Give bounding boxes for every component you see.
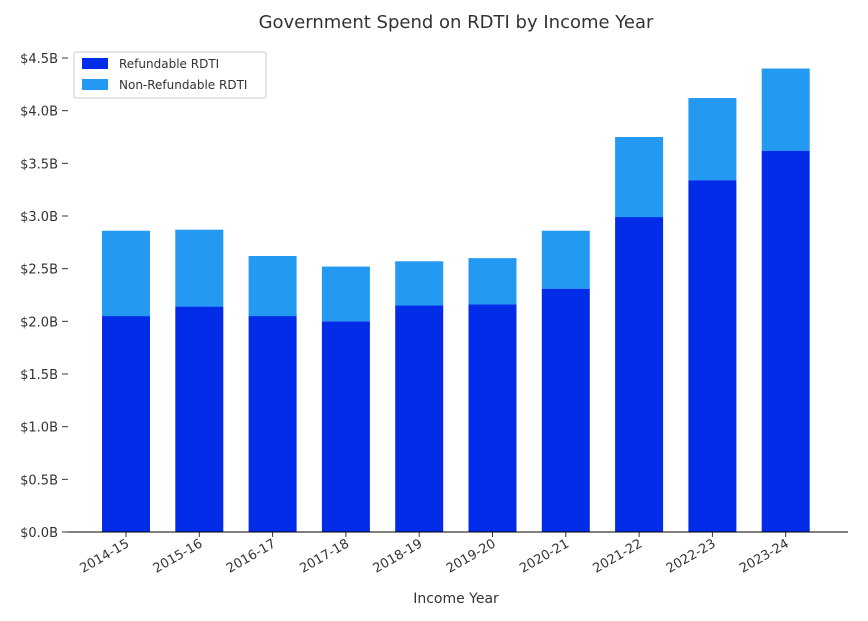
y-axis: $0.0B $0.5B $1.0B $1.5B $2.0B $2.5B $3.0B $3.5B… xyxy=(20,52,68,541)
bar-refundable-rdti-2023-24 xyxy=(761,150,810,532)
legend-label: Non-Refundable RDTI xyxy=(119,78,247,92)
bars xyxy=(102,68,810,533)
y-tick-label: $3.0B xyxy=(20,210,58,225)
bar-non-refundable-rdti-2019-20 xyxy=(468,258,517,305)
chart-title: Government Spend on RDTI by Income Year xyxy=(259,12,654,33)
x-tick-label: 2014-15 xyxy=(77,536,132,576)
y-tick-label: $0.5B xyxy=(20,473,58,488)
x-tick-label: 2016-17 xyxy=(224,536,279,576)
bar-non-refundable-rdti-2021-22 xyxy=(615,137,664,218)
x-tick-label: 2023-24 xyxy=(737,536,792,576)
x-tick-label: 2020-21 xyxy=(517,536,572,576)
bar-non-refundable-rdti-2023-24 xyxy=(761,68,810,151)
legend-swatch xyxy=(82,79,108,90)
y-tick-label: $2.0B xyxy=(20,315,58,330)
bar-refundable-rdti-2021-22 xyxy=(615,217,664,532)
legend-swatch xyxy=(82,58,108,69)
x-tick-label: 2021-22 xyxy=(591,536,646,576)
y-tick-label: $0.0B xyxy=(20,526,58,541)
x-axis: 2014-15 2015-16 2016-17 2017-18 2018-19 2019-… xyxy=(77,532,792,577)
x-tick-label: 2017-18 xyxy=(297,536,352,576)
legend-box xyxy=(73,51,267,99)
bar-refundable-rdti-2020-21 xyxy=(541,288,590,532)
bar-refundable-rdti-2015-16 xyxy=(175,306,224,532)
y-tick-label: $2.5B xyxy=(20,263,58,278)
y-tick-label: $3.5B xyxy=(20,157,58,172)
y-tick-label: $1.0B xyxy=(20,421,58,436)
legend-label: Refundable RDTI xyxy=(119,57,219,71)
bar-non-refundable-rdti-2014-15 xyxy=(102,230,150,317)
bar-refundable-rdti-2018-19 xyxy=(395,305,444,532)
bar-non-refundable-rdti-2016-17 xyxy=(248,256,297,317)
bar-non-refundable-rdti-2017-18 xyxy=(321,266,370,322)
legend: Refundable RDTI Non-Refundable RDTI xyxy=(73,51,267,99)
x-tick-label: 2015-16 xyxy=(151,536,206,576)
bar-refundable-rdti-2014-15 xyxy=(102,316,150,532)
bar-non-refundable-rdti-2020-21 xyxy=(541,230,590,289)
bar-non-refundable-rdti-2015-16 xyxy=(175,229,224,307)
y-tick-label: $4.0B xyxy=(20,105,58,120)
y-tick-label: $1.5B xyxy=(20,368,58,383)
bar-refundable-rdti-2019-20 xyxy=(468,304,517,532)
x-tick-label: 2019-20 xyxy=(444,536,499,576)
bar-non-refundable-rdti-2022-23 xyxy=(688,98,737,181)
bar-non-refundable-rdti-2018-19 xyxy=(395,261,444,306)
bar-refundable-rdti-2022-23 xyxy=(688,180,737,533)
x-axis-label: Income Year xyxy=(413,591,499,607)
x-tick-label: 2022-23 xyxy=(664,536,719,576)
y-tick-label: $4.5B xyxy=(20,52,58,67)
bar-refundable-rdti-2017-18 xyxy=(321,321,370,532)
bar-refundable-rdti-2016-17 xyxy=(248,316,297,532)
x-tick-label: 2018-19 xyxy=(371,536,426,576)
